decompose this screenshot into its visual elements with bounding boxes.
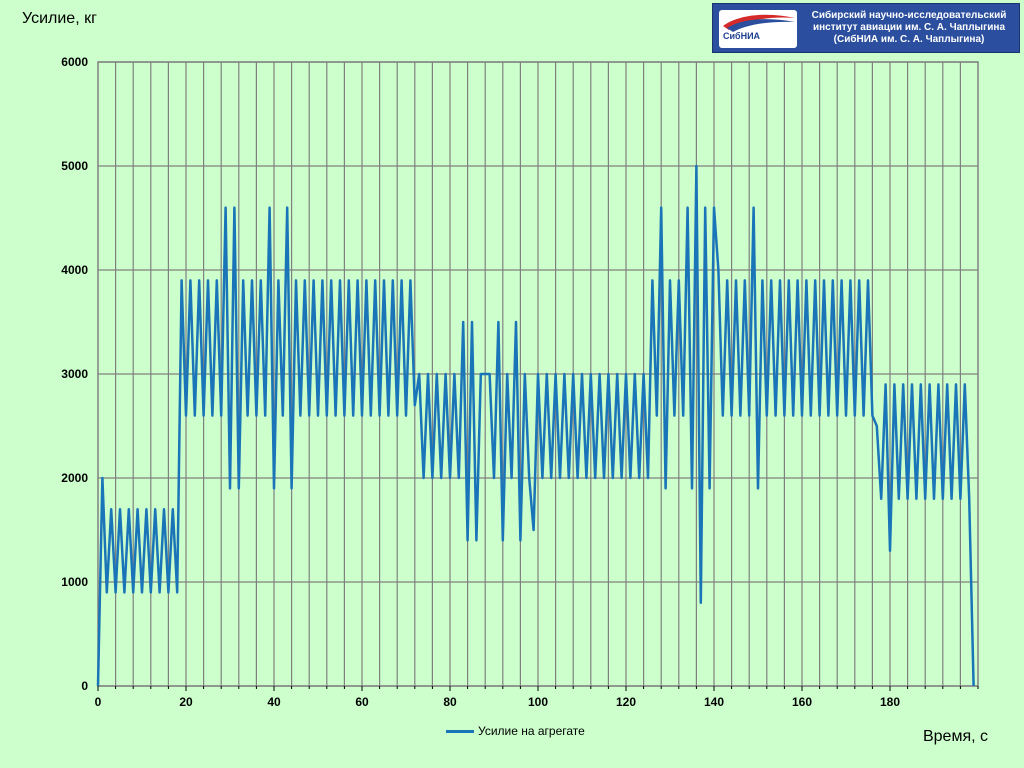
- legend-entry: Усилие на агрегате: [478, 724, 585, 738]
- logo-badge-text: СибНИА: [723, 31, 761, 41]
- logo-line-2: институт авиации им. С. А. Чаплыгина: [812, 22, 1006, 33]
- y-tick-label: 3000: [61, 367, 88, 381]
- x-tick-label: 140: [704, 695, 724, 709]
- x-tick-label: 160: [792, 695, 812, 709]
- plot-area: [97, 61, 979, 687]
- logo-emblem-icon: СибНИА: [719, 10, 797, 48]
- logo-swoosh-icon: [723, 14, 795, 32]
- x-tick-label: 100: [528, 695, 548, 709]
- y-tick-label: 0: [81, 679, 88, 693]
- chart-grid: [97, 61, 979, 687]
- chart-legend: Усилие на агрегате: [446, 724, 585, 738]
- x-tick-label: 120: [616, 695, 636, 709]
- logo-line-3: (СибНИА им. С. А. Чаплыгина): [833, 34, 985, 45]
- x-tick-label: 20: [179, 695, 193, 709]
- x-tick-label: 60: [355, 695, 369, 709]
- x-tick-label: 0: [95, 695, 102, 709]
- y-tick-label: 2000: [61, 471, 88, 485]
- logo-line-1: Сибирский научно-исследовательский: [811, 10, 1007, 21]
- institute-logo: СибНИА Сибирский научно-исследовательски…: [712, 3, 1020, 53]
- x-tick-label: 180: [880, 695, 900, 709]
- y-tick-label: 5000: [61, 159, 88, 173]
- series-line: [96, 164, 975, 687]
- y-tick-label: 6000: [61, 55, 88, 69]
- y-tick-label: 1000: [61, 575, 88, 589]
- x-tick-label: 40: [267, 695, 281, 709]
- legend-swatch: [446, 729, 474, 733]
- x-tick-label: 80: [443, 695, 457, 709]
- chart-series: [96, 164, 975, 687]
- logo-institute-name: Сибирский научно-исследовательский инсти…: [803, 10, 1015, 46]
- chart-ticks: 0 1000 2000 3000 4000 5000 6000 0 20 40 60 80 100 120…: [61, 55, 979, 709]
- y-axis-label: Усилие, кг: [22, 10, 97, 27]
- y-tick-label: 4000: [61, 263, 88, 277]
- x-axis-label: Время, с: [922, 728, 988, 745]
